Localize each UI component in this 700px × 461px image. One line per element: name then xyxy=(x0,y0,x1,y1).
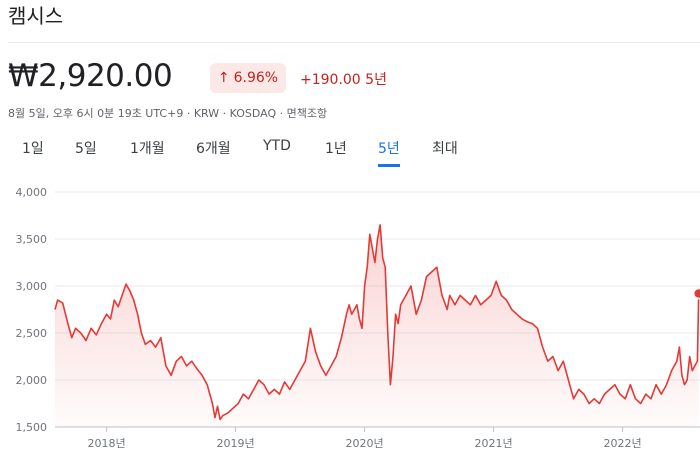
tab-4[interactable]: YTD xyxy=(263,138,291,154)
x-tick-label: 2021년 xyxy=(475,437,513,450)
range-tabs: 1일 5일 1개월 6개월 YTD 1년 5년 최대 xyxy=(0,138,700,168)
y-tick-label: 3,500 xyxy=(16,233,48,246)
current-price-dot xyxy=(692,287,700,300)
tab-0[interactable]: 1일 xyxy=(22,141,44,157)
y-tick-label: 1,500 xyxy=(16,421,48,434)
tab-7[interactable]: 최대 xyxy=(432,141,458,157)
price-line xyxy=(54,224,700,421)
x-tick-label: 2020년 xyxy=(346,437,384,450)
change-percent: 6.96% xyxy=(233,70,279,86)
y-tick-label: 2,500 xyxy=(16,327,48,340)
change-badge: ↑ 6.96% xyxy=(210,63,286,93)
y-tick-label: 2,000 xyxy=(16,374,48,387)
tab-3[interactable]: 6개월 xyxy=(196,141,231,157)
price-chart: 4,000 3,500 3,000 2,500 2,000 1,500 2018년 2019년… xyxy=(16,186,700,450)
x-tick-label: 2019년 xyxy=(217,437,255,450)
change-amount: +190.00 5년 xyxy=(300,72,387,88)
tab-5[interactable]: 1년 xyxy=(325,141,347,157)
x-tick-label: 2022년 xyxy=(604,437,642,450)
tab-1[interactable]: 5일 xyxy=(75,141,97,157)
current-price: ₩2,920.00 xyxy=(8,58,173,94)
header-divider xyxy=(8,42,700,43)
company-name: 캠시스 xyxy=(8,4,64,28)
tab-2[interactable]: 1개월 xyxy=(130,141,165,157)
x-tick-label: 2018년 xyxy=(88,437,126,450)
y-tick-label: 4,000 xyxy=(16,186,48,199)
y-tick-label: 3,000 xyxy=(16,280,48,293)
quote-meta: 8월 5일, 오후 6시 0분 19초 UTC+9 · KRW · KOSDAQ… xyxy=(8,107,328,120)
tab-6[interactable]: 5년 xyxy=(378,138,400,167)
arrow-up-icon: ↑ xyxy=(217,70,230,86)
price-area xyxy=(55,224,699,427)
